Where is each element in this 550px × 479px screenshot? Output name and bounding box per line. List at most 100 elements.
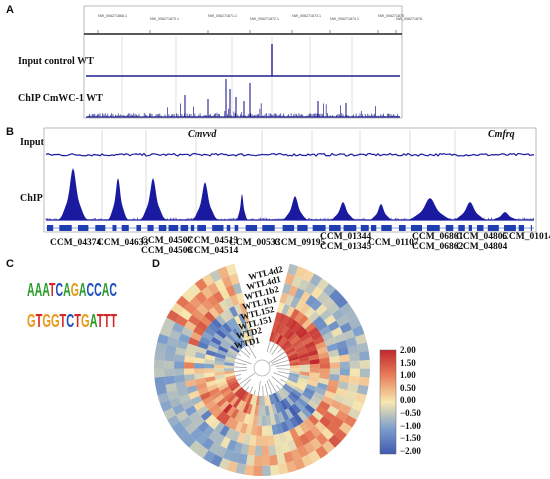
heatmap-cell <box>175 410 189 422</box>
heatmap-cell <box>252 395 258 406</box>
dendrogram-branch <box>266 380 273 395</box>
heatmap-cell <box>282 398 292 409</box>
heatmap-cell <box>239 401 247 412</box>
motif-letter: A <box>79 280 87 300</box>
heatmap-cell <box>229 317 239 329</box>
heatmap-cell <box>194 373 205 380</box>
heatmap-cell <box>322 296 335 310</box>
heatmap-cell <box>189 296 202 310</box>
heatmap-cell <box>271 403 278 415</box>
heatmap-cell <box>195 445 209 459</box>
legend-tick-label: −1.50 <box>400 433 421 444</box>
heatmap-cell <box>207 294 219 307</box>
heatmap-cell <box>164 375 176 385</box>
heatmap-cell <box>337 381 349 391</box>
heatmap-cell <box>184 368 195 375</box>
gene-model-block <box>180 225 189 231</box>
heatmap-cell <box>287 353 299 360</box>
heatmap-cell <box>298 352 309 360</box>
dendrogram-branch <box>268 351 286 364</box>
dendrogram-branch <box>277 371 290 375</box>
heatmap-cell <box>265 405 270 416</box>
heatmap-cell <box>240 334 249 345</box>
heatmap-cell <box>268 394 275 405</box>
gene-model-block <box>147 225 154 231</box>
heatmap-cell <box>319 357 330 364</box>
heatmap-cell <box>202 450 216 464</box>
gene-model-block <box>112 225 117 231</box>
heatmap-cell <box>258 395 262 406</box>
motif-letter: A <box>42 280 50 300</box>
heatmap-cell <box>267 435 275 446</box>
heatmap-cell <box>234 410 243 422</box>
heatmap-cell <box>279 399 289 411</box>
dendrogram-branch <box>234 369 247 372</box>
dendrogram-branch <box>234 362 247 366</box>
heatmap-cell <box>240 443 250 455</box>
heatmap-cell <box>235 338 245 348</box>
heatmap-cell <box>201 299 214 312</box>
heatmap-cell <box>241 391 249 402</box>
heatmap-cell <box>285 306 296 318</box>
heatmap-cell <box>295 345 307 354</box>
heatmap-cell <box>261 445 270 456</box>
heatmap-cell <box>316 291 330 304</box>
heatmap-cell <box>257 405 262 416</box>
heatmap-cell <box>157 333 170 345</box>
heatmap-cell <box>217 266 230 279</box>
gene-model-block <box>410 225 422 231</box>
panel-a-browser: NW_006271868.1 NW_006271870.1 NW_006271871… <box>83 5 422 119</box>
gene-model-bars <box>46 225 534 231</box>
heatmap-cell <box>188 410 201 423</box>
heatmap-cell <box>188 337 200 347</box>
heatmap-cell <box>247 414 255 426</box>
heatmap-cell <box>212 407 223 419</box>
heatmap-cell <box>230 408 240 420</box>
heatmap-cell <box>297 397 308 408</box>
dendrogram-branch <box>266 341 271 353</box>
heatmap-cell <box>285 419 295 431</box>
heatmap-cell <box>278 313 287 325</box>
heatmap-cell <box>214 371 225 377</box>
heatmap-cell <box>229 419 239 431</box>
gene-model-block <box>59 225 72 231</box>
dendrogram-branch <box>237 353 241 356</box>
heatmap-cell <box>354 392 367 404</box>
heatmap-cell <box>311 409 324 422</box>
gene-model-block <box>197 225 206 231</box>
heatmap-cell <box>294 400 305 411</box>
heatmap-cell <box>302 269 315 283</box>
heatmap-cell <box>166 336 179 348</box>
dendrogram-branch <box>245 386 250 392</box>
heatmap-cell <box>339 322 353 334</box>
motif-letter: A <box>90 311 98 331</box>
heatmap-cell <box>184 355 195 363</box>
motif-logo-top: AAATCAGACCAC <box>27 280 117 300</box>
heatmap-cell <box>335 340 348 350</box>
heatmap-cell <box>333 428 347 442</box>
heatmap-cell <box>291 388 303 398</box>
heatmap-cell <box>239 302 248 314</box>
heatmap-cell <box>274 402 282 414</box>
legend-tick-label: 2.00 <box>400 345 416 355</box>
heatmap-cell <box>331 308 345 321</box>
chip-peak-9 <box>402 198 458 220</box>
heatmap-cell <box>227 379 238 387</box>
motif-letter: T <box>74 311 81 331</box>
track-label-input: Input <box>20 137 44 148</box>
heatmap-cell <box>268 404 274 416</box>
heatmap-cell <box>215 410 227 422</box>
heatmap-cell <box>299 291 312 304</box>
heatmap-cell <box>218 325 230 336</box>
heatmap-cell <box>244 464 254 476</box>
track-label-chip: ChIP <box>20 193 43 204</box>
gene-model-block <box>95 225 106 231</box>
chip-peak-10 <box>449 202 491 220</box>
heatmap-cell <box>299 364 310 369</box>
heatmap-cell <box>319 373 330 380</box>
heatmap-cell <box>278 432 288 444</box>
heatmap-cell <box>215 445 227 458</box>
heatmap-cell <box>289 391 300 401</box>
heatmap-cell <box>290 308 300 320</box>
heatmap-cell <box>336 315 349 327</box>
